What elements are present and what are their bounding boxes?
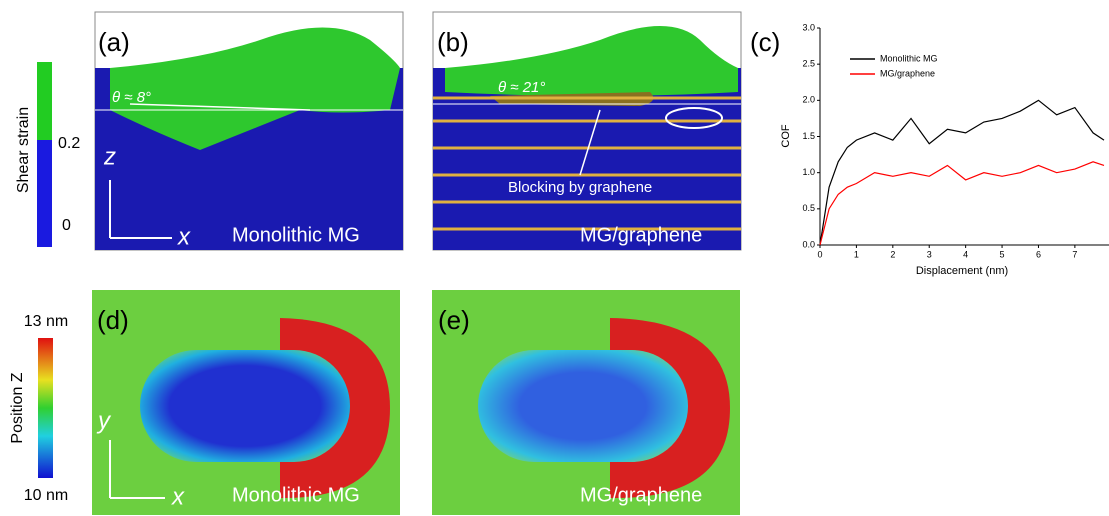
colorbar-title: Shear strain [15,107,32,193]
panel-label: (d) [97,305,129,335]
x-tick-label: 1 [854,249,859,259]
caption: Monolithic MG [232,484,360,506]
axis-name: x [177,223,191,250]
colorbar-position: Position Z 13 nm 10 nm [9,313,68,504]
axis-name: x [171,483,185,510]
panel-label: (a) [98,27,130,57]
caption: MG/graphene [580,484,702,506]
chart-c: (c) Displacement (nm) COF [750,27,1008,277]
caption: Monolithic MG [232,224,360,246]
y-tick-label: 2.5 [802,59,815,69]
panel-label: (c) [750,27,780,57]
x-tick-label: 5 [1000,249,1005,259]
annotation: θ ≈ 8° [112,89,151,106]
colorbar-tick: 0.2 [58,135,80,152]
colorbar-tick: 0 [62,217,71,234]
panel-e: (e) MG/graphene [432,290,740,515]
y-tick-label: 3.0 [802,22,815,32]
x-tick-label: 6 [1036,249,1041,259]
annotation: θ ≈ 21° [498,79,545,96]
x-tick-label: 0 [817,249,822,259]
panel-a: (a) θ ≈ 8° Monolithic MG z x [95,12,403,250]
y-tick-label: 0.5 [802,203,815,213]
series-line [820,100,1104,245]
figure: (a) θ ≈ 8° Monolithic MG z x (b) θ ≈ 21°… [0,0,1109,516]
x-tick-label: 3 [927,249,932,259]
colorbar-tick: 10 nm [24,487,68,504]
note: Blocking by graphene [508,179,652,196]
panel-b: (b) θ ≈ 21° Blocking by graphene MG/grap… [433,12,741,250]
y-tick-label: 1.0 [802,167,815,177]
series-line [820,162,1104,245]
colorbar-tick: 13 nm [24,313,68,330]
panel-label: (b) [437,27,469,57]
y-tick-label: 1.5 [802,131,815,141]
x-tick-label: 4 [963,249,968,259]
x-tick-label: 7 [1072,249,1077,259]
axis-name: y [96,407,112,434]
x-tick-label: 2 [890,249,895,259]
panel-label: (e) [438,305,470,335]
axis-name: z [103,143,116,170]
legend-label: MG/graphene [880,68,935,78]
y-tick-label: 2.0 [802,95,815,105]
caption: MG/graphene [580,224,702,246]
y-axis-label: COF [780,124,792,148]
colorbar-strain: Shear strain 0.2 0 [15,62,80,247]
legend-label: Monolithic MG [880,53,938,63]
x-axis-label: Displacement (nm) [916,265,1008,277]
y-tick-label: 0.0 [802,239,815,249]
colorbar-title: Position Z [9,372,26,443]
panel-d: (d) Monolithic MG y x [92,290,400,515]
